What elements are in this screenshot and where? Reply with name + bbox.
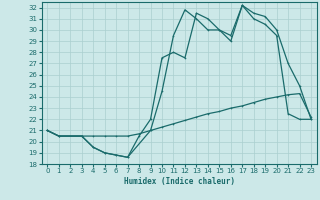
X-axis label: Humidex (Indice chaleur): Humidex (Indice chaleur) xyxy=(124,177,235,186)
